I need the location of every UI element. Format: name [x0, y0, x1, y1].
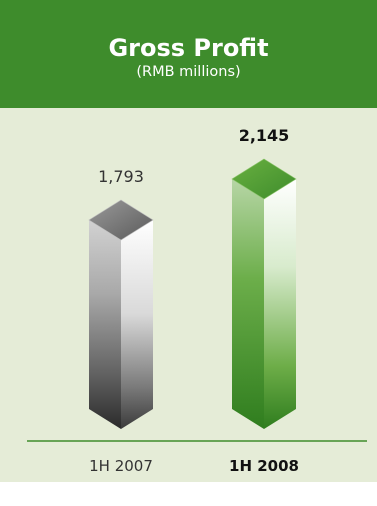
- bar-1h-2008: [231, 158, 297, 429]
- value-label-1h-2007: 1,793: [98, 167, 144, 186]
- category-label-1h-2008: 1H 2008: [229, 457, 299, 475]
- bar-face-right: [121, 220, 153, 429]
- value-label-1h-2008: 2,145: [239, 126, 290, 145]
- bar-top-face: [231, 158, 297, 200]
- bars-group: [88, 158, 297, 429]
- bar-face-left: [89, 220, 121, 429]
- labels-group: 1,793 1H 2007 2,145 1H 2008: [89, 126, 299, 475]
- bar-chart: 1,793 1H 2007 2,145 1H 2008: [27, 126, 367, 475]
- chart-header: Gross Profit (RMB millions): [0, 0, 377, 108]
- bar-face-right: [264, 179, 296, 429]
- bar-face-left: [232, 179, 264, 429]
- chart-subtitle: (RMB millions): [136, 64, 241, 80]
- category-label-1h-2007: 1H 2007: [89, 457, 153, 475]
- chart-title: Gross Profit: [108, 34, 269, 62]
- bar-1h-2007: [88, 199, 154, 429]
- bar-top-face: [88, 199, 154, 241]
